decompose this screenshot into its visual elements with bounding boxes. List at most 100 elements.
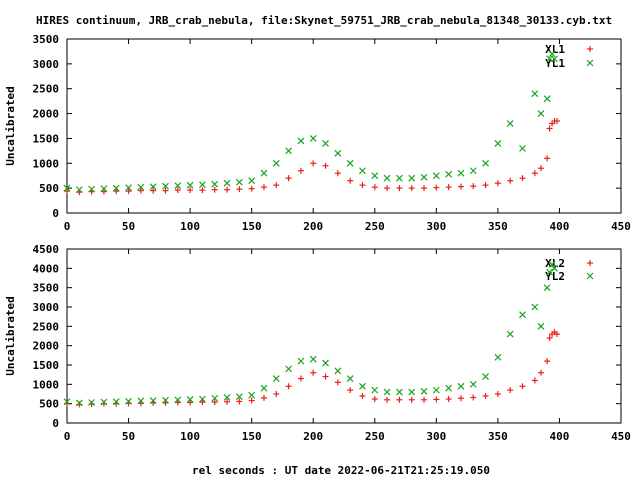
top-xl1-point [187, 187, 194, 194]
top-yl1-point [100, 185, 108, 193]
bottom-yl2-point [494, 353, 502, 361]
bottom-yl2-point [223, 394, 231, 401]
bottom-xtick-label: 50 [122, 430, 135, 443]
top-xl1-point [546, 125, 553, 132]
top-ytick-label: 2500 [33, 83, 60, 96]
bottom-xl2-point [445, 396, 452, 403]
top-yl1-point [174, 182, 182, 190]
bottom-yl2-point [149, 397, 157, 404]
top-xl1-point [347, 177, 354, 184]
top-xl1-point [421, 185, 428, 192]
top-yl1-point [137, 183, 145, 191]
bottom-xl2-point [273, 391, 280, 397]
bottom-ytick-label: 1000 [33, 378, 60, 391]
bottom-xl2-point [260, 394, 267, 401]
bottom-yl2-point [260, 384, 268, 392]
bottom-xl2-point [482, 392, 489, 399]
bottom-yl2-point [551, 264, 558, 272]
top-plot: Uncalibrated XL1 YL1 0 50 100 150 200 250 300 3… [4, 33, 631, 233]
top-yl1-point [551, 55, 558, 63]
top-xl1-point [334, 170, 341, 177]
bottom-yl2-point [137, 397, 145, 405]
top-xl1-point [150, 187, 157, 194]
top-yl1-point [383, 174, 391, 182]
bottom-xl2-point [211, 399, 218, 406]
top-xl1-point [236, 186, 243, 193]
bottom-yl2-point [469, 380, 477, 388]
bottom-yl2-point [322, 359, 329, 367]
top-xl1-point [100, 188, 107, 195]
top-xl1-point [457, 183, 464, 190]
top-xl1-point [273, 182, 280, 189]
bottom-xl2-point [433, 396, 440, 403]
bottom-ytick-label: 4500 [33, 243, 60, 256]
top-yl1-point [519, 144, 526, 152]
bottom-yl2-point [211, 394, 219, 402]
top-xtick-label: 100 [180, 220, 200, 233]
top-xl1-point [285, 175, 292, 182]
top-yl1-point [272, 159, 280, 167]
bottom-yl2-point [506, 330, 514, 338]
top-xtick-label: 200 [303, 220, 323, 233]
bottom-yl2-point [198, 395, 206, 403]
bottom-yl2-point [432, 386, 440, 394]
top-xl1-point [553, 118, 560, 125]
bottom-yl2-point [75, 399, 83, 407]
top-yl1-point [346, 159, 354, 167]
bottom-yl2-point [248, 391, 256, 399]
bottom-xl2-point [507, 387, 514, 394]
top-yl1-point [88, 185, 96, 193]
top-legend-label-xl1: XL1 [545, 43, 565, 56]
top-xtick-label: 50 [122, 220, 135, 233]
top-yl1-point [395, 174, 403, 182]
top-ytick-label: 2000 [33, 108, 60, 121]
top-xl1-point [470, 183, 477, 190]
bottom-ytick-label: 500 [39, 398, 59, 411]
bottom-xl2-point [187, 399, 194, 406]
bottom-yl2-point [309, 355, 317, 363]
top-yl1-point [63, 184, 71, 192]
top-legend-marker-yl1 [586, 59, 594, 67]
bottom-yl2-point [125, 397, 132, 405]
bottom-yl2-point [186, 395, 194, 403]
top-yl1-point [248, 177, 256, 185]
top-ytick-label: 500 [39, 182, 59, 195]
top-ytick-label: 0 [52, 207, 59, 220]
bottom-xl2-point [199, 399, 206, 406]
bottom-yl2-point [371, 386, 379, 394]
top-legend-marker-xl1 [587, 46, 593, 52]
bottom-ytick-label: 1500 [33, 359, 60, 372]
bottom-xl2-point [544, 358, 551, 365]
bottom-xl2-point [322, 373, 329, 380]
bottom-xl2-point [519, 383, 526, 390]
top-xl1-point [297, 167, 304, 174]
top-yl1-point [334, 149, 342, 157]
top-yl1-point [494, 139, 502, 147]
bottom-xtick-label: 150 [242, 430, 262, 443]
bottom-yl2-point [519, 311, 526, 319]
bottom-ytick-label: 3500 [33, 282, 60, 295]
top-xl1-point [113, 188, 120, 195]
bottom-yl2-point [272, 375, 280, 382]
bottom-yl2-point [543, 284, 551, 292]
top-yl1-point [546, 55, 554, 63]
bottom-xl2-point [248, 397, 255, 404]
bottom-ytick-label: 2500 [33, 320, 60, 333]
bottom-plot-frame [66, 248, 622, 424]
bottom-xtick-label: 0 [64, 430, 71, 443]
top-plot-frame [66, 38, 622, 214]
top-yl1-point [260, 169, 268, 177]
top-yl1-point [445, 170, 453, 178]
top-yl1-point [297, 137, 305, 145]
top-yl1-point [235, 178, 243, 186]
top-xl1-point [224, 186, 231, 193]
bottom-yl2-point [548, 261, 556, 268]
top-xtick-label: 300 [426, 220, 446, 233]
top-xtick-label: 450 [611, 220, 631, 233]
top-yl1-point [457, 169, 465, 177]
top-xtick-label: 150 [242, 220, 262, 233]
bottom-yl2-point [100, 398, 108, 406]
top-xtick-label: 350 [488, 220, 508, 233]
top-xl1-point [544, 155, 551, 162]
bottom-xtick-label: 100 [180, 430, 200, 443]
